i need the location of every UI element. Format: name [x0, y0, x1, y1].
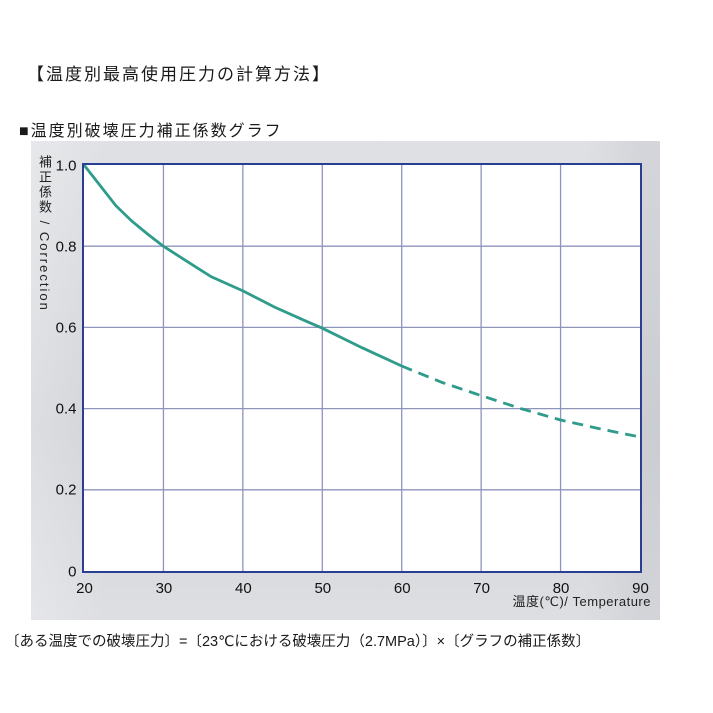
y-tick-label: 0 [68, 563, 77, 580]
x-tick-label: 70 [473, 579, 490, 597]
y-axis-title: 補正係数 / Correction [37, 155, 52, 312]
x-tick-label: 50 [314, 579, 332, 597]
page-title: 【温度別最高使用圧力の計算方法】 [27, 65, 331, 84]
plot-area [82, 163, 642, 573]
curve-dashed [401, 364, 640, 439]
plot-svg [84, 165, 640, 571]
y-tick-label: 0.2 [55, 481, 77, 499]
x-tick-label: 40 [235, 579, 252, 597]
x-tick-label: 80 [552, 579, 570, 597]
x-tick-label: 90 [632, 579, 649, 597]
x-tick-label: 60 [393, 579, 411, 597]
y-tick-label: 1.0 [55, 157, 77, 174]
section-heading: ■温度別破壊圧力補正係数グラフ [19, 123, 283, 140]
x-tick-label: 30 [155, 579, 173, 597]
y-tick-label: 0.4 [55, 400, 77, 418]
x-tick-label: 20 [76, 579, 93, 597]
x-axis-title: 温度(℃)/ Temperature [512, 594, 651, 609]
formula-text: 〔ある温度での破壊圧力〕=〔23℃における破壊圧力（2.7MPa）〕×〔グラフの… [5, 634, 591, 650]
y-tick-label: 0.6 [55, 319, 77, 337]
curve-solid [84, 165, 404, 368]
chart-panel: 補正係数 / Correction 0 0.2 0.4 0.6 0.8 1.0 20 30 4… [31, 141, 660, 620]
y-tick-label: 0.8 [55, 238, 77, 256]
